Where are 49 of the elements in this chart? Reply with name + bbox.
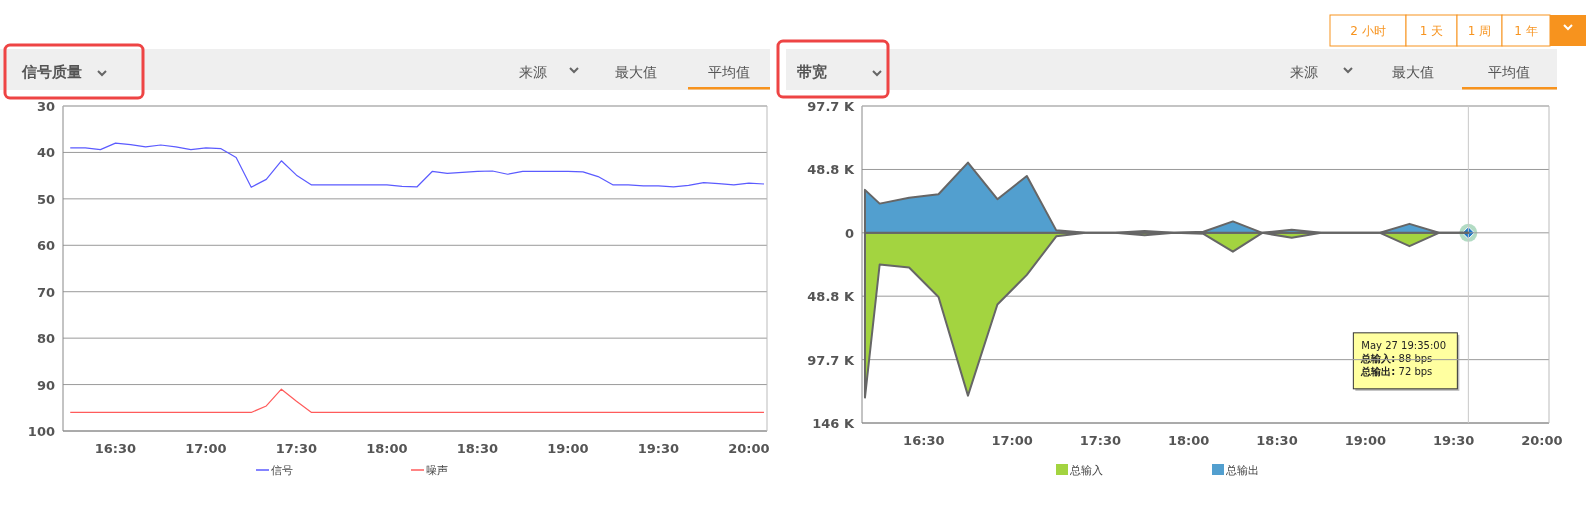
x-tick-label: 18:00 bbox=[1168, 433, 1210, 448]
y-tick-label: 90 bbox=[36, 377, 55, 393]
y-tick-label: 0 bbox=[844, 225, 854, 241]
text: 2 小时 bbox=[1350, 24, 1386, 38]
y-tick-label: 80 bbox=[36, 331, 55, 347]
y-tick-label: 60 bbox=[36, 238, 55, 254]
x-tick-label: 17:30 bbox=[1079, 433, 1122, 448]
x-tick-label: 18:30 bbox=[1256, 433, 1298, 448]
x-tick-label: 16:30 bbox=[94, 441, 137, 456]
line-series bbox=[69, 388, 765, 414]
y-tick-label: 100 bbox=[27, 424, 55, 439]
x-tick-label: 20:00 bbox=[1521, 433, 1563, 448]
y-tick-label: 40 bbox=[36, 145, 55, 161]
x-tick-label: 17:00 bbox=[991, 433, 1033, 448]
text: 1 周 bbox=[1467, 24, 1492, 38]
x-tick-label: 17:30 bbox=[275, 441, 318, 456]
chart-title: 带宽 bbox=[797, 63, 827, 81]
x-tick-label: 19:00 bbox=[547, 441, 589, 456]
x-tick-label: 19:30 bbox=[1432, 433, 1475, 448]
text: 来源 bbox=[519, 64, 547, 80]
legend-label: 总输出 bbox=[1225, 464, 1259, 477]
line-series bbox=[69, 142, 765, 188]
text: 最大值 bbox=[1392, 64, 1434, 80]
y-tick-label: 97.7 K bbox=[807, 99, 855, 114]
text: 来源 bbox=[1290, 64, 1318, 80]
y-tick-label: 70 bbox=[36, 284, 55, 300]
y-tick-label: 50 bbox=[36, 191, 55, 207]
x-tick-label: 19:30 bbox=[637, 441, 680, 456]
x-tick-label: 17:00 bbox=[185, 441, 227, 456]
text: 1 天 bbox=[1419, 24, 1444, 38]
x-tick-label: 18:00 bbox=[366, 441, 408, 456]
x-tick-label: 20:00 bbox=[728, 441, 770, 456]
y-tick-label: 97.7 K bbox=[807, 352, 855, 368]
text: 平均值 bbox=[708, 64, 750, 80]
legend-label: 总输入 bbox=[1069, 464, 1103, 477]
chart-title: 信号质量 bbox=[21, 63, 82, 81]
annotation: May 27 19:35:00 总输入: 88 bps 总输出: 72 bps bbox=[1360, 339, 1447, 377]
y-tick-label: 48.8 K bbox=[807, 162, 855, 178]
y-tick-label: 30 bbox=[36, 99, 55, 114]
y-tick-label: 48.8 K bbox=[807, 289, 855, 305]
x-tick-label: 16:30 bbox=[903, 433, 945, 448]
y-tick-label: 146 K bbox=[812, 416, 855, 431]
legend-label: 信号 bbox=[271, 464, 293, 477]
x-tick-label: 19:00 bbox=[1344, 433, 1387, 448]
legend-label: 噪声 bbox=[426, 464, 448, 477]
text: 1 年 bbox=[1514, 24, 1538, 38]
text: 平均值 bbox=[1488, 64, 1530, 80]
text: 最大值 bbox=[615, 64, 657, 80]
x-tick-label: 18:30 bbox=[456, 441, 499, 456]
